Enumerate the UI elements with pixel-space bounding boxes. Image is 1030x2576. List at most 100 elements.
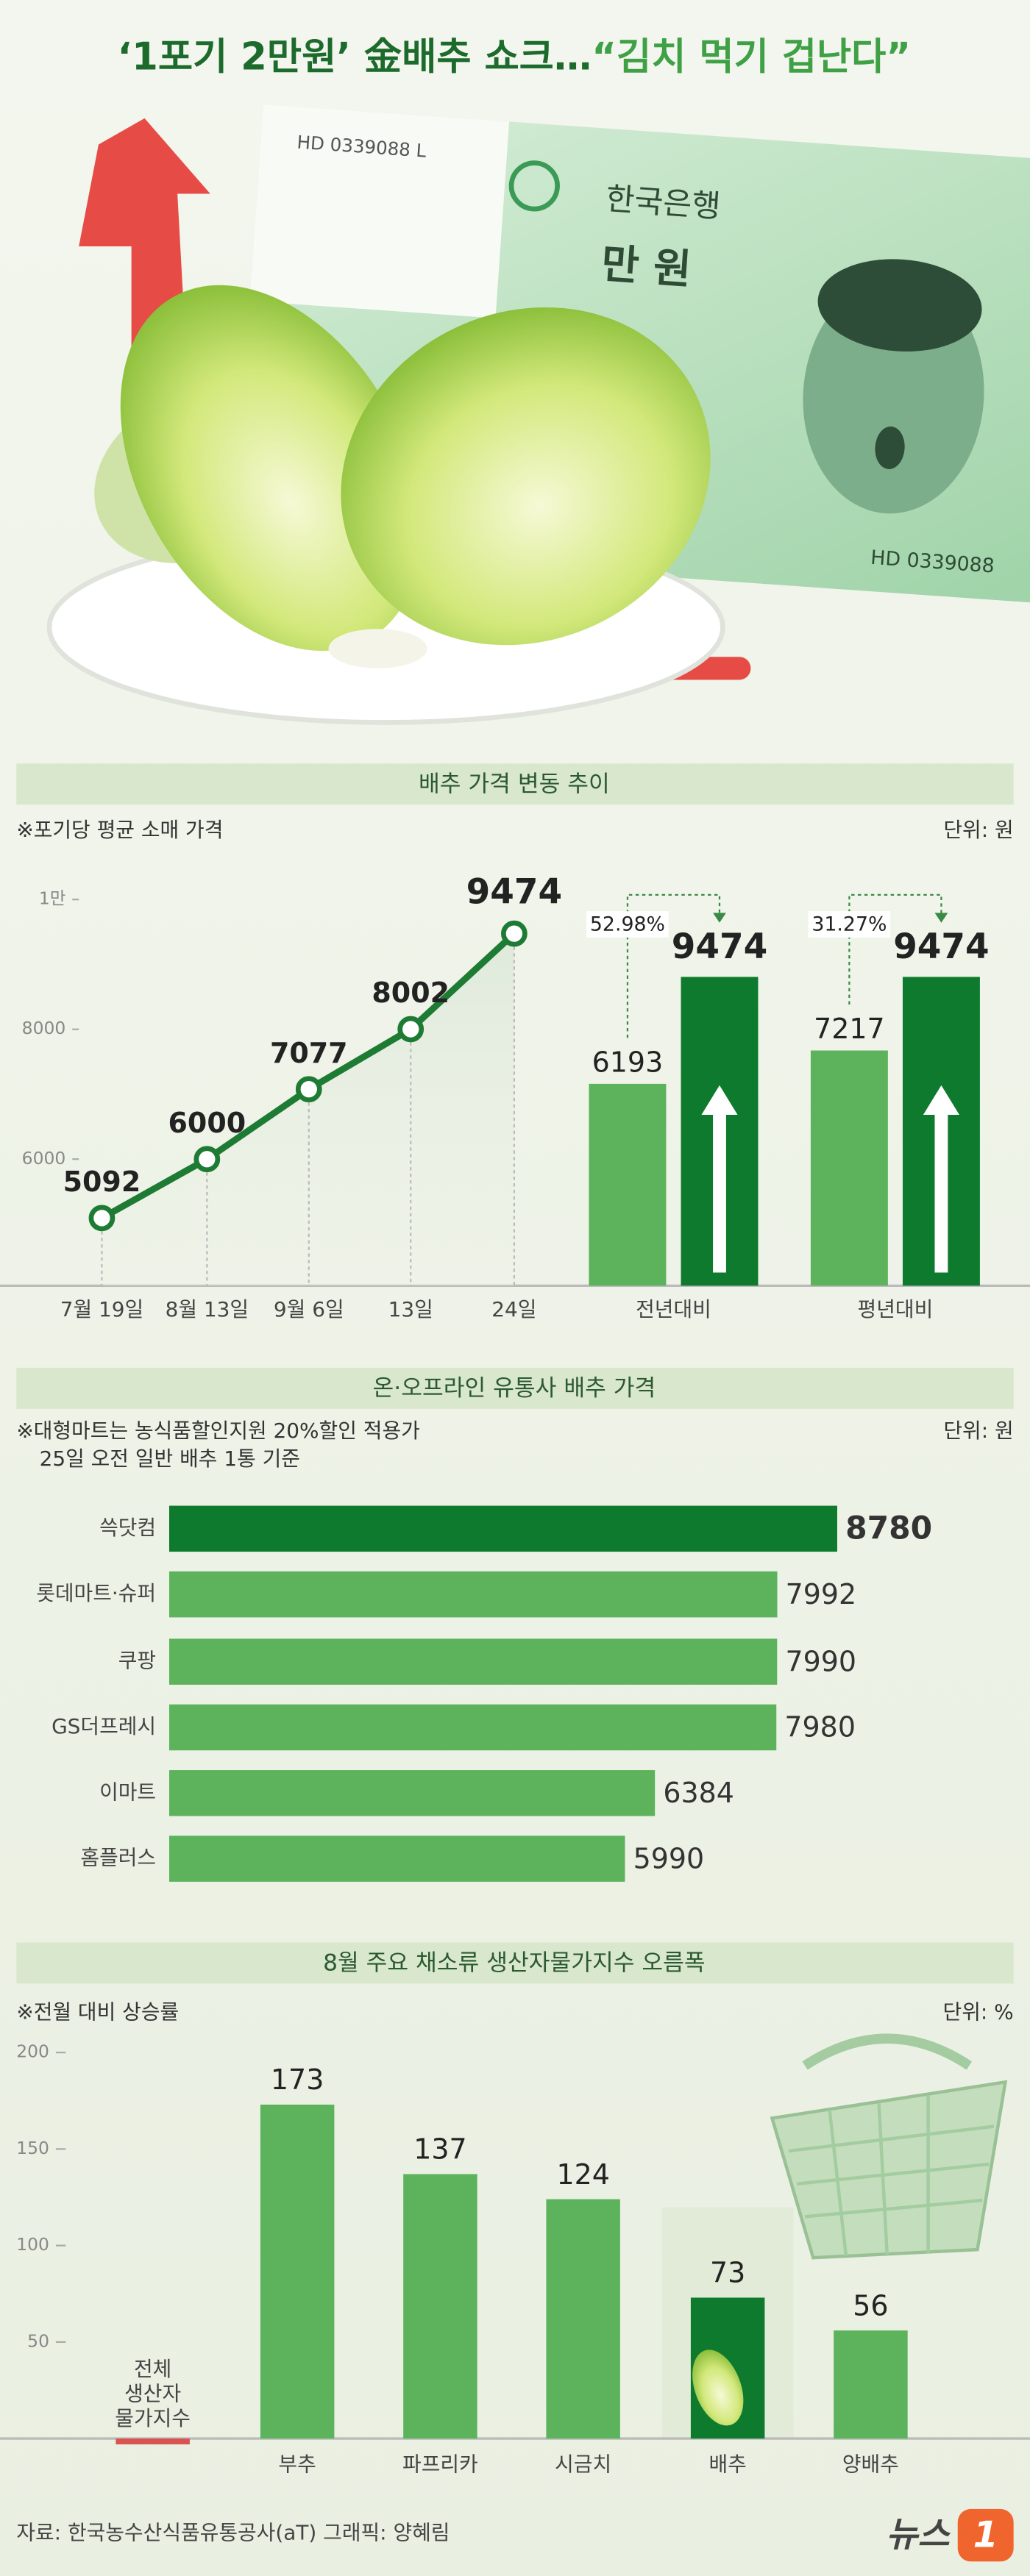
category-label-box: 양배추 xyxy=(842,2451,899,2477)
x-tick-label: 7월 19일 xyxy=(60,1297,143,1321)
category-label-box: 파프리카 xyxy=(402,2451,478,2477)
y-tick-label: 이마트 xyxy=(99,1780,156,1804)
x-tick-label: 파프리카 xyxy=(402,2451,478,2477)
x-tick-label: 9월 6일 xyxy=(274,1297,344,1321)
bar xyxy=(810,1050,888,1286)
change-arrowhead xyxy=(934,913,948,923)
logo-mark-bg xyxy=(957,2508,1014,2562)
value-label: 5990 xyxy=(633,1842,705,1874)
change-bracket xyxy=(626,893,721,1038)
category-label-box: 배추 xyxy=(708,2451,747,2477)
y-tick-label: 쓱닷컴 xyxy=(99,1516,156,1540)
x-tick-label: 양배추 xyxy=(842,2451,899,2477)
cabbage-half xyxy=(341,307,711,646)
portrait-hat xyxy=(817,259,982,352)
point xyxy=(193,1146,221,1173)
x-tick-label: 13일 xyxy=(388,1297,433,1321)
value-label: 6193 xyxy=(592,1046,664,1079)
y-tick-label: 1만 xyxy=(39,888,65,909)
bar xyxy=(168,1571,778,1618)
illustration: HD 0339088 L 한국은행 만 원 HD 0339088 xyxy=(46,104,1030,725)
value-label: 7980 xyxy=(784,1711,856,1744)
bank-name: 한국은행 xyxy=(605,182,722,226)
value-label: 173 xyxy=(271,2063,324,2096)
change-bracket xyxy=(848,893,942,1005)
x-tick-label: 전년대비 xyxy=(636,1297,711,1321)
denomination: 만 원 xyxy=(600,240,692,293)
logo-name: 뉴스 xyxy=(886,2514,951,2555)
value-label: 7992 xyxy=(786,1578,857,1610)
subtitle: ※전월 대비 상승률 xyxy=(16,2000,179,2024)
x-tick-label: 전체 생산자 물가지수 xyxy=(115,2356,191,2430)
category-label-box: 전체 생산자 물가지수 xyxy=(115,2356,191,2430)
value-label: 7077 xyxy=(270,1037,348,1069)
point xyxy=(295,1076,322,1103)
point xyxy=(88,1205,116,1232)
x-tick-label: 24일 xyxy=(491,1297,536,1321)
cabbage-half xyxy=(120,285,422,652)
y-tick-label: 롯데마트·슈퍼 xyxy=(36,1581,156,1605)
unit: 단위: 원 xyxy=(943,1419,1013,1443)
section-band xyxy=(16,763,1014,805)
value-label: 5092 xyxy=(63,1166,141,1198)
portrait-mouth xyxy=(875,426,905,469)
unit: 단위: 원 xyxy=(943,818,1013,842)
category-label-box: 부추 xyxy=(278,2451,316,2477)
value-label: 73 xyxy=(710,2257,745,2289)
y-tick-label: 8000 xyxy=(22,1018,66,1038)
bar xyxy=(168,1835,625,1882)
section-band xyxy=(16,1368,1014,1409)
change-arrowhead xyxy=(713,913,726,923)
x-tick-label: 8월 13일 xyxy=(166,1297,249,1321)
x-tick-label: 부추 xyxy=(278,2451,316,2477)
page-title: ‘1포기 2만원’ 金배추 쇼크…“김치 먹기 겁난다” xyxy=(118,35,912,79)
bar xyxy=(546,2199,620,2439)
y-tick-label: 홈플러스 xyxy=(80,1846,156,1870)
value-label: 9474 xyxy=(672,927,767,967)
value-label: 9474 xyxy=(893,927,989,967)
title-part: “김치 먹기 겁난다” xyxy=(592,35,911,79)
subtitle: 25일 오전 일반 배추 1통 기준 xyxy=(40,1446,300,1471)
change-box xyxy=(586,911,669,938)
value-label: 8002 xyxy=(372,977,450,1009)
bar xyxy=(168,1638,778,1685)
y-tick-label: 50 xyxy=(27,2330,49,2351)
subtitle: ※포기당 평균 소매 가격 xyxy=(16,818,223,842)
value-label: 6384 xyxy=(663,1777,734,1809)
x-tick-label: 시금치 xyxy=(555,2451,612,2477)
title-part: ‘1포기 2만원’ 金배추 쇼크… xyxy=(118,35,592,79)
x-tick-label: 평년대비 xyxy=(858,1297,934,1321)
y-tick-label: 쿠팡 xyxy=(118,1649,156,1673)
point xyxy=(501,920,528,947)
basket xyxy=(770,2033,1008,2260)
subtitle: ※대형마트는 농식품할인지원 20%할인 적용가 xyxy=(16,1419,419,1443)
bar xyxy=(260,2104,335,2439)
bar-arrow xyxy=(923,1085,959,1273)
cabbage-core xyxy=(328,629,427,668)
value-label: 7217 xyxy=(814,1013,885,1045)
change-label: 31.27% xyxy=(811,913,887,936)
section-band xyxy=(16,1942,1014,1984)
source: 자료: 한국농수산식품유통공사(aT) 그래픽: 양혜림 xyxy=(16,2520,450,2544)
bar xyxy=(403,2174,477,2439)
unit: 단위: % xyxy=(943,2000,1014,2024)
note-paper xyxy=(249,104,510,318)
y-tick-label: 200 xyxy=(16,2041,49,2062)
change-box xyxy=(808,911,891,938)
y-tick-label: GS더프레시 xyxy=(52,1714,156,1738)
bar xyxy=(589,1083,667,1286)
section-title: 배추 가격 변동 추이 xyxy=(419,771,610,797)
basket-handle xyxy=(802,2033,973,2070)
category-label-box: 시금치 xyxy=(555,2451,612,2477)
section-title: 온·오프라인 유통사 배추 가격 xyxy=(373,1375,656,1402)
bar xyxy=(168,1704,777,1751)
bar-arrow xyxy=(701,1085,738,1273)
value-label: 137 xyxy=(413,2133,466,2166)
x-tick-label: 배추 xyxy=(708,2451,747,2477)
point xyxy=(397,1016,425,1043)
value-label: 8780 xyxy=(845,1511,932,1547)
note-emblem xyxy=(508,160,560,212)
